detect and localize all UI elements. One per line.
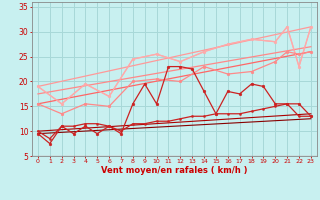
X-axis label: Vent moyen/en rafales ( km/h ): Vent moyen/en rafales ( km/h ) [101, 166, 248, 175]
